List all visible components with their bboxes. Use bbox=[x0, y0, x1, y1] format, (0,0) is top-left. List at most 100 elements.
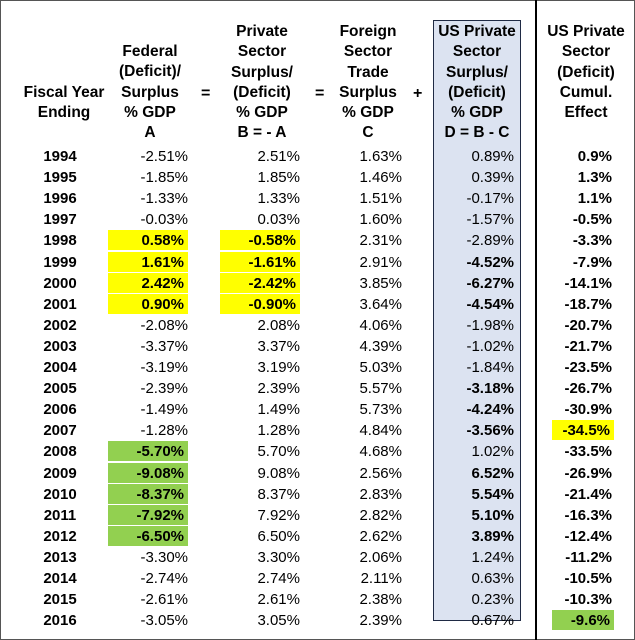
federal-deficit-cell: -3.05% bbox=[108, 610, 188, 630]
us-private-sector-cell: -1.98% bbox=[436, 315, 514, 335]
year-cell: 1995 bbox=[30, 167, 90, 187]
cumulative-effect-cell: -7.9% bbox=[552, 252, 612, 272]
foreign-sector-cell-value: 2.38% bbox=[359, 591, 402, 609]
federal-deficit-cell: -2.51% bbox=[108, 146, 188, 166]
equals-operator-2: = bbox=[315, 85, 325, 102]
federal-deficit-cell: 1.61% bbox=[108, 251, 188, 272]
federal-deficit-cell: 0.90% bbox=[108, 293, 188, 314]
header-private-sector: Private Sector Surplus/ (Deficit) % GDP … bbox=[230, 23, 293, 142]
foreign-sector-cell-value: 2.83% bbox=[359, 485, 402, 503]
private-sector-cell-value: 1.33% bbox=[257, 190, 300, 208]
year-cell-value: 2001 bbox=[43, 295, 77, 313]
cumulative-effect-cell-value: -23.5% bbox=[564, 359, 612, 376]
private-sector-cell-value: 2.39% bbox=[257, 380, 300, 398]
us-private-sector-cell: 0.89% bbox=[436, 146, 514, 166]
table-row: 1997 -0.03% 0.03% 1.60% -1.57% -0.5% bbox=[0, 209, 635, 230]
us-private-sector-cell: 5.54% bbox=[436, 484, 514, 504]
private-sector-cell-value: 2.08% bbox=[257, 316, 300, 334]
year-cell: 2003 bbox=[30, 336, 90, 356]
private-sector-cell-value: 3.37% bbox=[257, 337, 300, 355]
federal-deficit-cell-value: -6.50% bbox=[136, 527, 184, 545]
federal-deficit-cell-value: -8.37% bbox=[136, 485, 184, 503]
table-row: 2014 -2.74% 2.74% 2.11% 0.63% -10.5% bbox=[0, 568, 635, 589]
cumulative-effect-cell: -21.7% bbox=[552, 336, 612, 356]
year-cell-value: 2002 bbox=[43, 316, 77, 334]
federal-deficit-cell-value: -1.49% bbox=[140, 401, 188, 419]
cumulative-effect-cell-value: -16.3% bbox=[564, 506, 612, 524]
us-private-sector-cell: 0.63% bbox=[436, 568, 514, 588]
cumulative-effect-cell-value: -26.9% bbox=[564, 464, 612, 482]
foreign-sector-cell-value: 1.63% bbox=[359, 148, 402, 165]
foreign-sector-cell: 2.91% bbox=[330, 252, 402, 272]
federal-deficit-cell-value: -1.33% bbox=[140, 190, 188, 208]
foreign-sector-cell-value: 2.31% bbox=[359, 232, 402, 250]
year-cell-value: 2010 bbox=[43, 485, 77, 503]
cumulative-effect-cell: -23.5% bbox=[552, 357, 612, 377]
us-private-sector-cell: -3.18% bbox=[436, 378, 514, 398]
private-sector-cell: 7.92% bbox=[220, 505, 300, 525]
private-sector-cell-value: 3.19% bbox=[257, 359, 300, 376]
cumulative-effect-cell: -11.2% bbox=[552, 547, 612, 567]
us-private-sector-cell: 3.89% bbox=[436, 526, 514, 546]
table-row: 2008 -5.70% 5.70% 4.68% 1.02% -33.5% bbox=[0, 441, 635, 462]
column-divider bbox=[535, 0, 537, 640]
year-cell: 2009 bbox=[30, 463, 90, 483]
year-cell-value: 1994 bbox=[43, 148, 77, 165]
cumulative-effect-cell-value: -30.9% bbox=[564, 401, 612, 419]
cumulative-effect-cell: -26.7% bbox=[552, 378, 612, 398]
foreign-sector-cell: 5.73% bbox=[330, 399, 402, 419]
cumulative-effect-cell: -26.9% bbox=[552, 463, 612, 483]
us-private-sector-cell-value: 3.89% bbox=[471, 527, 514, 545]
private-sector-cell-value: 3.30% bbox=[257, 548, 300, 566]
foreign-sector-cell: 1.60% bbox=[330, 209, 402, 229]
us-private-sector-cell-value: -4.52% bbox=[466, 253, 514, 271]
year-cell: 2008 bbox=[30, 441, 90, 461]
table-row: 1996 -1.33% 1.33% 1.51% -0.17% 1.1% bbox=[0, 188, 635, 209]
foreign-sector-cell-value: 2.91% bbox=[359, 253, 402, 271]
foreign-sector-cell-value: 2.11% bbox=[360, 570, 402, 587]
us-private-sector-cell-value: -1.57% bbox=[466, 211, 514, 229]
foreign-sector-cell: 2.62% bbox=[330, 526, 402, 546]
federal-deficit-cell: -3.37% bbox=[108, 336, 188, 356]
private-sector-cell: -0.90% bbox=[220, 293, 300, 314]
table-row: 2012 -6.50% 6.50% 2.62% 3.89% -12.4% bbox=[0, 525, 635, 547]
foreign-sector-cell-value: 5.73% bbox=[359, 401, 402, 419]
federal-deficit-cell: -0.03% bbox=[108, 209, 188, 229]
cumulative-effect-cell: -9.6% bbox=[552, 610, 614, 631]
table-row: 2002 -2.08% 2.08% 4.06% -1.98% -20.7% bbox=[0, 315, 635, 336]
foreign-sector-cell: 1.63% bbox=[330, 146, 402, 166]
year-cell: 1999 bbox=[30, 252, 90, 272]
foreign-sector-cell: 2.39% bbox=[330, 610, 402, 630]
us-private-sector-cell-value: -4.24% bbox=[466, 401, 514, 419]
us-private-sector-cell: 6.52% bbox=[436, 463, 514, 483]
private-sector-cell: 5.70% bbox=[220, 441, 300, 461]
year-cell: 1994 bbox=[30, 146, 90, 166]
foreign-sector-cell: 2.82% bbox=[330, 505, 402, 525]
cumulative-effect-cell-value: -21.7% bbox=[564, 337, 612, 355]
foreign-sector-cell: 5.03% bbox=[330, 357, 402, 377]
table-row: 2001 0.90% -0.90% 3.64% -4.54% -18.7% bbox=[0, 293, 635, 315]
private-sector-cell-value: 5.70% bbox=[257, 443, 300, 461]
us-private-sector-cell: 1.24% bbox=[436, 547, 514, 567]
private-sector-cell: 1.33% bbox=[220, 188, 300, 208]
table-row: 2009 -9.08% 9.08% 2.56% 6.52% -26.9% bbox=[0, 462, 635, 484]
table-row: 2004 -3.19% 3.19% 5.03% -1.84% -23.5% bbox=[0, 357, 635, 378]
year-cell-value: 1996 bbox=[43, 190, 77, 208]
year-cell: 2001 bbox=[30, 294, 90, 314]
year-cell: 2006 bbox=[30, 399, 90, 419]
us-private-sector-cell: -2.89% bbox=[436, 230, 514, 250]
equals-operator-1: = bbox=[201, 85, 211, 102]
plus-operator: + bbox=[413, 85, 423, 102]
private-sector-cell-value: -0.90% bbox=[248, 295, 296, 313]
foreign-sector-cell-value: 1.46% bbox=[359, 169, 402, 187]
us-private-sector-cell: -3.56% bbox=[436, 420, 514, 440]
cumulative-effect-cell: -18.7% bbox=[552, 294, 612, 314]
us-private-sector-cell-value: 1.24% bbox=[471, 548, 514, 566]
foreign-sector-cell: 3.64% bbox=[330, 294, 402, 314]
cumulative-effect-cell: -30.9% bbox=[552, 399, 612, 419]
federal-deficit-cell: -1.85% bbox=[108, 167, 188, 187]
private-sector-cell: 3.19% bbox=[220, 357, 300, 377]
us-private-sector-cell: -6.27% bbox=[436, 273, 514, 293]
year-cell-value: 2009 bbox=[43, 464, 77, 482]
